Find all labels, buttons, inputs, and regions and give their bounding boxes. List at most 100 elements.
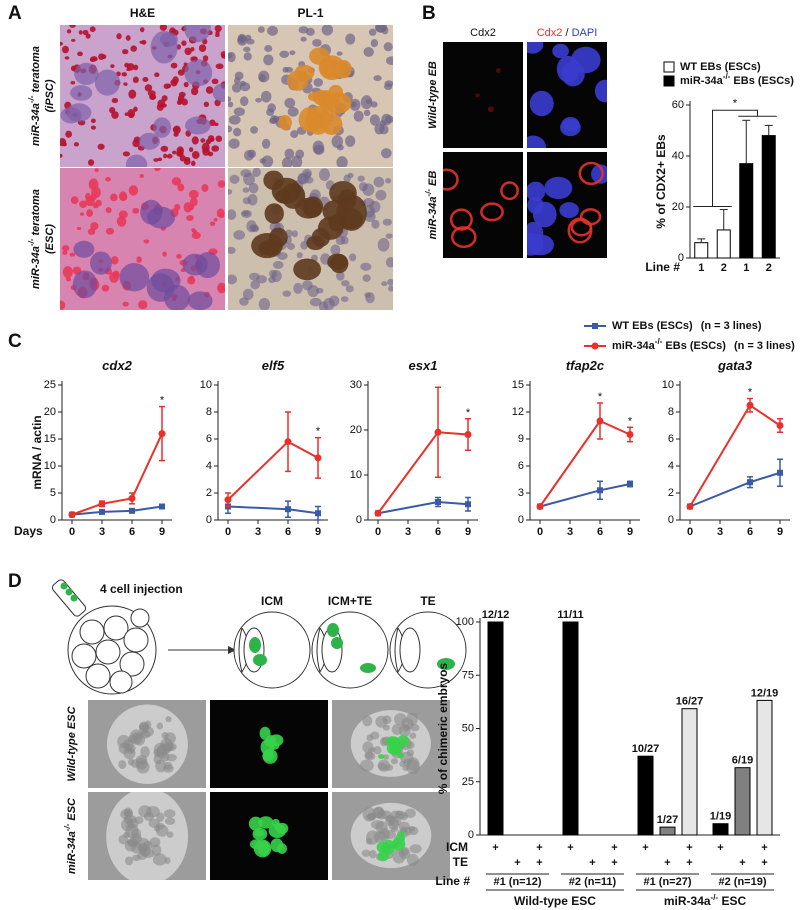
cell (228, 115, 241, 125)
cell (152, 853, 167, 866)
x-tick-label: 0 (69, 526, 75, 538)
cell (527, 42, 544, 54)
cell (249, 224, 259, 232)
cell (385, 233, 393, 239)
cell (154, 825, 161, 832)
cell (252, 827, 268, 841)
series-line (689, 403, 781, 508)
column-header: Cdx2 / DAPI (537, 27, 598, 39)
cell (70, 85, 93, 101)
cell (385, 56, 393, 65)
cell (218, 284, 224, 291)
cell (123, 807, 133, 818)
cell (282, 66, 289, 73)
cell (383, 42, 393, 52)
cell (403, 826, 413, 836)
cell (179, 155, 186, 162)
micrograph (210, 700, 328, 788)
x-tick-label: 2 (766, 262, 772, 274)
cell (335, 271, 345, 281)
cell (397, 753, 405, 759)
cell (161, 95, 168, 102)
cell (229, 174, 240, 184)
cell (163, 83, 170, 89)
cell (127, 839, 139, 847)
x-tick-label: 3 (717, 526, 723, 538)
cell (187, 291, 213, 310)
cell (172, 76, 179, 84)
cell (135, 757, 148, 770)
cell (377, 759, 391, 772)
cell (381, 148, 392, 159)
cell (261, 138, 271, 149)
cell (231, 83, 242, 93)
cell (92, 202, 99, 209)
cell (85, 196, 95, 207)
cell (154, 72, 160, 78)
series-line (689, 471, 781, 508)
y-tick-label: 12 (512, 406, 524, 418)
point (159, 503, 165, 510)
cell (90, 125, 97, 130)
cell (160, 145, 169, 152)
cell (127, 109, 136, 118)
cell (250, 280, 260, 290)
cell (195, 252, 220, 279)
cell (60, 41, 64, 46)
legend-marker (591, 342, 599, 350)
micrograph (527, 152, 607, 258)
cell (183, 62, 188, 66)
cell (205, 138, 211, 145)
cell (190, 197, 198, 207)
cell (239, 96, 249, 107)
cell (133, 64, 139, 71)
cell (318, 168, 330, 182)
cell (388, 285, 393, 292)
cell (228, 138, 240, 149)
cell (65, 277, 72, 282)
point (627, 481, 633, 487)
cell (359, 759, 374, 772)
cell (336, 51, 343, 56)
y-tick-label: 10 (350, 469, 362, 481)
y-tick-label: 8 (206, 406, 212, 418)
condition-mark: + (514, 857, 520, 869)
cell (312, 140, 325, 154)
cell (173, 132, 179, 137)
cell (393, 842, 400, 848)
point (776, 422, 784, 429)
cell (331, 135, 344, 149)
cell (307, 91, 321, 102)
cell (111, 97, 119, 104)
cell (146, 806, 160, 818)
point (536, 503, 544, 510)
cell (318, 55, 346, 81)
condition-mark: + (686, 857, 692, 869)
cell (390, 758, 399, 765)
cell (228, 101, 234, 108)
y-tick-label: 10 (44, 460, 56, 472)
value-label: 12/12 (482, 609, 510, 621)
cell (406, 853, 419, 867)
cell (406, 749, 415, 757)
x-tick-label: 6 (435, 526, 441, 538)
cell (105, 207, 112, 213)
cell (203, 101, 210, 108)
cell (141, 726, 155, 737)
cell (243, 46, 251, 53)
cell (215, 63, 224, 70)
condition-mark: + (642, 842, 648, 854)
cell (198, 44, 207, 52)
bar (734, 767, 751, 836)
x-tick-label: 6 (597, 526, 603, 538)
cell (328, 84, 344, 100)
y-tick-label: 75 (462, 669, 474, 681)
cell (263, 170, 284, 191)
cell (157, 157, 163, 162)
cell (263, 54, 274, 66)
cell (256, 275, 268, 284)
cell (243, 52, 252, 61)
cell (370, 101, 378, 108)
cell (73, 240, 95, 258)
cell (228, 246, 236, 255)
